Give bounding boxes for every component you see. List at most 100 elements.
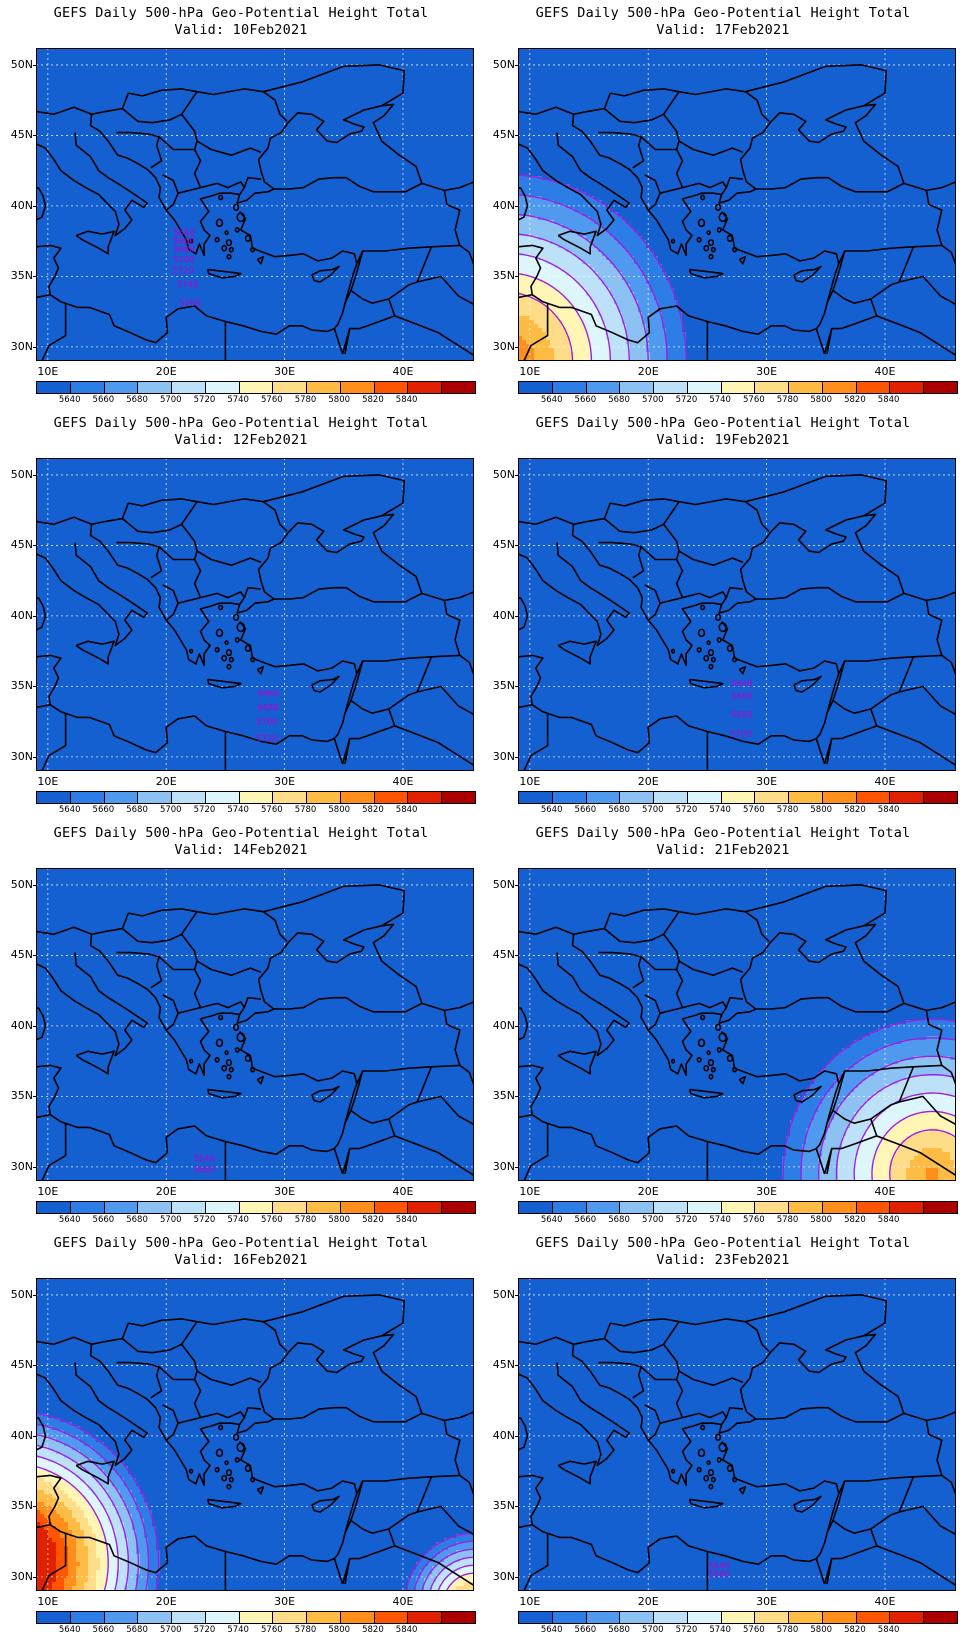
panel-title: GEFS Daily 500-hPa Geo-Potential Height … — [0, 415, 482, 432]
lat-tick-label: 35N — [0, 1090, 33, 1102]
colorbar — [36, 1611, 476, 1624]
map-panel-p6: GEFS Daily 500-hPa Geo-Potential Height … — [482, 820, 964, 1230]
colorbar-swatch — [307, 382, 341, 393]
panel-title: GEFS Daily 500-hPa Geo-Potential Height … — [0, 5, 482, 22]
lat-tick — [33, 206, 36, 207]
colorbar-swatch — [587, 792, 621, 803]
colorbar-swatch — [105, 382, 139, 393]
lon-tick-label: 20E — [146, 1595, 186, 1608]
lat-tick-label: 45N — [0, 949, 33, 961]
height-field-fill — [518, 48, 956, 361]
colorbar-swatch — [37, 1612, 71, 1623]
contour-label: 5640 — [193, 1154, 215, 1164]
panel-valid-date: Valid: 19Feb2021 — [482, 432, 964, 449]
lat-tick — [515, 955, 518, 956]
lon-tick-label: 10E — [28, 1595, 68, 1608]
colorbar — [36, 1201, 476, 1214]
lon-tick-label: 10E — [28, 1185, 68, 1198]
contour-label: 5720 — [172, 267, 194, 277]
height-field-fill — [36, 458, 474, 771]
panel-valid-date: Valid: 21Feb2021 — [482, 842, 964, 859]
lon-tick-label: 10E — [28, 365, 68, 378]
colorbar-swatch — [138, 382, 172, 393]
contour-label: 5700 — [173, 255, 195, 265]
lat-tick-label: 30N — [482, 751, 515, 763]
colorbar-label: 5840 — [387, 805, 427, 815]
colorbar-label: 5840 — [869, 805, 909, 815]
lon-tick-label: 10E — [510, 1595, 550, 1608]
contour-label: 5640 — [731, 679, 753, 689]
lat-tick — [515, 686, 518, 687]
lat-tick — [515, 1295, 518, 1296]
lat-tick-label: 40N — [0, 200, 33, 212]
lat-tick — [33, 955, 36, 956]
panel-valid-date: Valid: 16Feb2021 — [0, 1252, 482, 1269]
lat-tick-label: 50N — [482, 469, 515, 481]
lat-tick — [33, 276, 36, 277]
lon-tick-label: 30E — [265, 1185, 305, 1198]
colorbar-swatch — [823, 792, 857, 803]
lat-tick-label: 30N — [482, 341, 515, 353]
lon-tick-label: 10E — [510, 775, 550, 788]
lon-tick-label: 20E — [628, 365, 668, 378]
colorbar-label: 5840 — [387, 395, 427, 405]
lat-tick — [515, 1506, 518, 1507]
colorbar-swatch — [519, 1202, 553, 1213]
lon-tick-label: 40E — [383, 775, 423, 788]
lon-tick-label: 30E — [747, 775, 787, 788]
colorbar-swatch — [857, 1202, 891, 1213]
lat-tick-label: 50N — [482, 879, 515, 891]
map-panel-p8: GEFS Daily 500-hPa Geo-Potential Height … — [482, 1230, 964, 1640]
panel-title: GEFS Daily 500-hPa Geo-Potential Height … — [482, 415, 964, 432]
colorbar-swatch — [823, 1612, 857, 1623]
colorbar-swatch — [789, 792, 823, 803]
lat-tick-label: 35N — [0, 680, 33, 692]
colorbar-swatch — [37, 792, 71, 803]
panel-title: GEFS Daily 500-hPa Geo-Potential Height … — [482, 5, 964, 22]
colorbar-swatch — [553, 792, 587, 803]
lat-tick-label: 50N — [0, 879, 33, 891]
lon-tick-label: 30E — [265, 775, 305, 788]
lat-tick — [515, 347, 518, 348]
lat-tick-label: 30N — [0, 751, 33, 763]
colorbar-swatch — [823, 382, 857, 393]
colorbar-swatch — [105, 1202, 139, 1213]
colorbar-swatch — [273, 1612, 307, 1623]
contour-label: 5760 — [179, 299, 201, 309]
colorbar-swatch — [71, 1612, 105, 1623]
colorbar-label: 5840 — [869, 395, 909, 405]
colorbar-label: 5840 — [869, 1625, 909, 1635]
map-svg — [36, 1278, 474, 1591]
contour-label: 5660 — [731, 692, 753, 702]
colorbar-swatch — [273, 1202, 307, 1213]
lat-tick-label: 50N — [0, 469, 33, 481]
lat-tick — [515, 1026, 518, 1027]
colorbar-swatch — [553, 382, 587, 393]
lat-tick — [515, 65, 518, 66]
colorbar-swatch — [408, 792, 442, 803]
lat-tick-label: 45N — [482, 539, 515, 551]
panel-title: GEFS Daily 500-hPa Geo-Potential Height … — [482, 1235, 964, 1252]
lon-tick-label: 10E — [510, 1185, 550, 1198]
colorbar-swatch — [341, 1202, 375, 1213]
lat-tick-label: 45N — [0, 1359, 33, 1371]
colorbar-swatch — [857, 792, 891, 803]
map-area: 5660 5680 5700 5720 — [36, 458, 474, 771]
colorbar-swatch — [442, 382, 475, 393]
colorbar-swatch — [240, 1202, 274, 1213]
colorbar-swatch — [273, 792, 307, 803]
lat-tick-label: 30N — [482, 1571, 515, 1583]
colorbar-swatch — [789, 1612, 823, 1623]
colorbar-swatch — [890, 792, 924, 803]
lat-tick — [515, 1365, 518, 1366]
colorbar-swatch — [341, 382, 375, 393]
map-area: 5640 5660 5680 5700 — [518, 458, 956, 771]
panel-title: GEFS Daily 500-hPa Geo-Potential Height … — [0, 1235, 482, 1252]
lon-tick-label: 40E — [383, 1595, 423, 1608]
lat-tick — [33, 347, 36, 348]
map-svg — [518, 48, 956, 361]
lat-tick — [515, 1436, 518, 1437]
map-panel-p5: GEFS Daily 500-hPa Geo-Potential Height … — [0, 820, 482, 1230]
